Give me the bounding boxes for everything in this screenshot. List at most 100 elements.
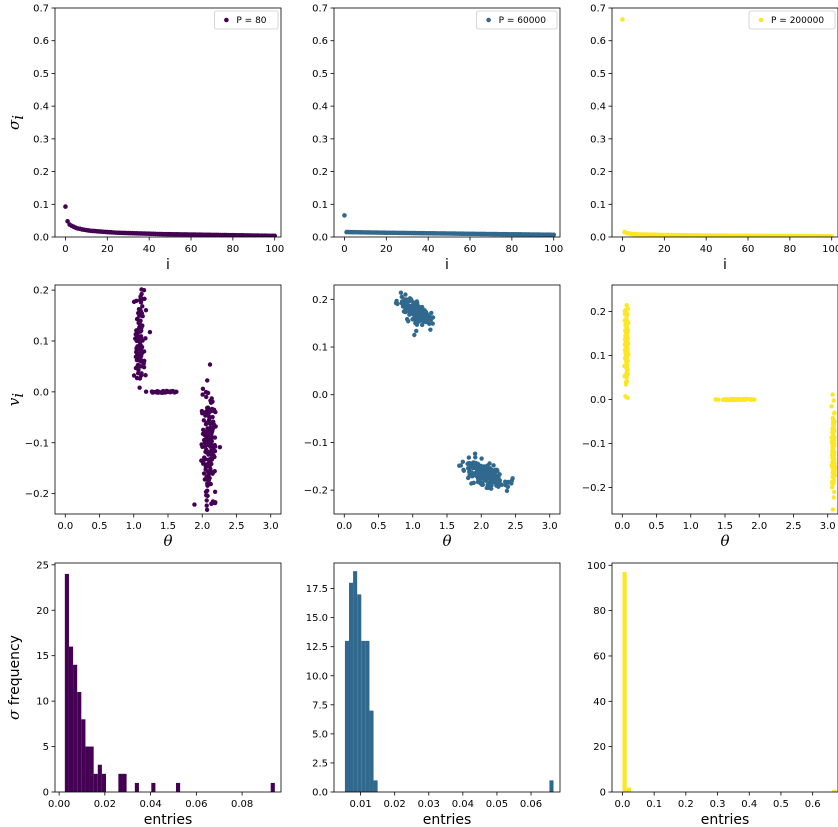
- y-tick-label: 0.0: [33, 387, 49, 398]
- data-point: [134, 316, 140, 322]
- x-tick-label: 80: [506, 244, 519, 255]
- data-point: [830, 419, 836, 425]
- data-point: [624, 379, 630, 384]
- histogram-bar: [349, 582, 354, 792]
- data-point: [473, 460, 478, 466]
- data-point: [168, 389, 173, 394]
- data-point: [205, 493, 210, 499]
- legend-box: [213, 10, 279, 30]
- y-tick-label: 60: [593, 651, 606, 662]
- data-point: [137, 339, 142, 345]
- x-tick-label: 100: [822, 244, 838, 255]
- plot-area-middle-center: [393, 290, 515, 494]
- legend-box: [748, 10, 836, 30]
- y-tick-label: −0.1: [582, 439, 606, 450]
- legend-label: P = 80: [236, 16, 266, 26]
- data-point: [491, 463, 496, 468]
- y-tick-label: 5: [43, 742, 49, 753]
- x-tick-label: 2.5: [229, 521, 245, 532]
- data-point: [210, 499, 216, 504]
- x-axis-label: θ: [442, 532, 451, 550]
- data-point: [625, 306, 631, 311]
- data-point: [209, 435, 214, 440]
- data-point: [137, 358, 142, 363]
- y-tick-label: 0.0: [312, 390, 328, 401]
- x-tick-label: 0.0: [614, 521, 630, 532]
- data-point: [272, 233, 278, 237]
- data-point: [403, 292, 408, 297]
- axes-frame: [54, 562, 282, 793]
- histogram-bar: [151, 782, 156, 792]
- data-point: [210, 414, 215, 420]
- y-tick-label: 0.7: [33, 4, 49, 15]
- subplot-bottom-right: 0.0 0.1 0.2 0.3 0.4 0.5 0.6 0 20 40 60 80 100 entries: [587, 561, 838, 827]
- data-point: [478, 476, 483, 481]
- axes-frame: [54, 7, 282, 238]
- data-point: [137, 385, 142, 390]
- data-point: [829, 234, 835, 237]
- histogram-bar: [270, 782, 275, 792]
- data-point: [210, 427, 215, 432]
- data-point: [624, 357, 629, 363]
- data-point: [469, 474, 475, 479]
- histogram-bar: [77, 692, 82, 792]
- y-tick-label: 7.5: [312, 700, 328, 711]
- data-point: [205, 428, 211, 433]
- data-point: [748, 396, 753, 402]
- x-tick-label: 0.01: [349, 799, 371, 810]
- data-point: [832, 410, 837, 415]
- histogram-bar: [134, 782, 139, 792]
- data-point: [134, 298, 139, 303]
- histogram-bar: [369, 710, 374, 792]
- data-point: [465, 475, 471, 481]
- subplot-bottom-center: 0.01 0.02 0.03 0.04 0.05 0.06 0.0 2.5 5.0 7.5 10.0…: [306, 562, 561, 827]
- data-point: [623, 351, 629, 356]
- histogram-bar: [176, 782, 181, 792]
- data-point: [199, 442, 204, 447]
- plot-area-top-left: [63, 204, 278, 237]
- y-tick-label: 20: [593, 742, 606, 753]
- data-point: [143, 373, 148, 378]
- x-tick-label: 0.5: [371, 521, 387, 532]
- data-point: [485, 472, 491, 477]
- y-axis-label-subscript: i: [9, 115, 27, 120]
- data-point: [624, 347, 629, 353]
- x-tick-label: 1.0: [405, 521, 421, 532]
- histogram-bar: [81, 719, 86, 792]
- x-tick-label: 0: [341, 244, 347, 255]
- data-point: [204, 503, 209, 508]
- axes-frame: [333, 284, 561, 515]
- y-tick-label: 17.5: [306, 584, 328, 595]
- plot-area-bottom-left: [64, 573, 275, 792]
- x-tick-label: 3.0: [263, 521, 279, 532]
- legend-marker: [224, 17, 229, 23]
- data-point: [551, 232, 557, 237]
- data-point: [503, 482, 508, 488]
- data-point: [405, 318, 411, 324]
- y-tick-label: 0.2: [590, 307, 606, 318]
- data-point: [467, 469, 472, 475]
- data-point: [830, 415, 836, 421]
- data-point: [412, 332, 417, 338]
- y-tick-label: 0.2: [312, 295, 328, 306]
- data-point: [159, 389, 165, 395]
- data-point: [412, 300, 417, 306]
- y-tick-label: 0.6: [312, 36, 328, 47]
- histogram-bar: [101, 773, 107, 792]
- data-point: [213, 424, 218, 429]
- data-point: [625, 395, 630, 400]
- y-tick-label: 0.0: [312, 233, 328, 244]
- data-point: [139, 371, 144, 376]
- x-tick-label: 2.0: [473, 521, 489, 532]
- y-tick-label: 0.4: [33, 102, 49, 113]
- histogram-bar: [73, 664, 78, 792]
- x-tick-label: 0.5: [92, 521, 108, 532]
- y-tick-label: 0.2: [312, 167, 328, 178]
- data-point: [137, 297, 143, 303]
- y-axis-label: σi: [5, 115, 27, 130]
- data-point: [479, 465, 484, 471]
- x-tick-label: 0.04: [139, 799, 161, 810]
- data-point: [466, 455, 472, 460]
- data-point: [416, 308, 422, 313]
